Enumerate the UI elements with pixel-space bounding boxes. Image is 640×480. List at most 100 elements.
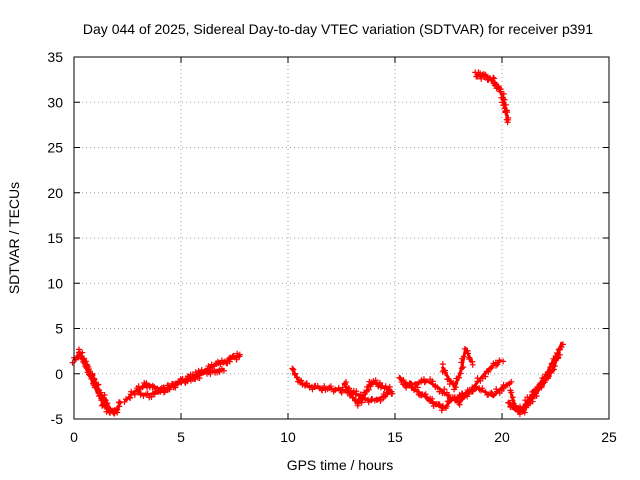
data-point	[178, 377, 185, 384]
data-point	[438, 407, 445, 414]
data-point	[137, 391, 144, 398]
data-point	[520, 403, 527, 410]
x-tick-label: 20	[494, 429, 510, 445]
data-point	[403, 384, 410, 391]
y-axis-label: SDTVAR / TECUs	[6, 182, 22, 294]
data-point	[429, 395, 436, 402]
data-point	[368, 381, 375, 388]
data-point	[95, 381, 102, 388]
data-point	[396, 374, 403, 381]
series-arc-9	[439, 345, 476, 393]
data-point	[490, 392, 497, 399]
data-point	[158, 384, 165, 391]
data-point	[347, 387, 354, 394]
data-point	[456, 398, 463, 405]
data-point	[358, 399, 365, 406]
data-point	[354, 400, 361, 407]
data-point	[494, 361, 501, 368]
data-point	[364, 383, 371, 390]
data-point	[161, 385, 168, 392]
x-tick-label: 5	[177, 429, 185, 445]
series-arc-11	[507, 346, 564, 415]
data-point	[192, 369, 199, 376]
data-point	[489, 390, 496, 397]
series-arc-12	[472, 69, 512, 126]
data-point	[85, 366, 92, 373]
y-tick-label: 25	[47, 140, 63, 156]
data-point	[455, 374, 462, 381]
data-point	[446, 381, 453, 388]
data-point	[551, 356, 558, 363]
data-point	[469, 384, 476, 391]
data-point	[422, 378, 429, 385]
data-point	[382, 393, 389, 400]
data-point	[553, 353, 560, 360]
data-point	[457, 370, 464, 377]
data-point	[458, 359, 465, 366]
data-point	[516, 411, 523, 418]
data-point	[104, 400, 111, 407]
data-point	[128, 388, 135, 395]
data-point	[309, 386, 316, 393]
x-tick-label: 15	[387, 429, 403, 445]
x-tick-label: 25	[601, 429, 617, 445]
data-point	[413, 381, 420, 388]
data-point	[135, 388, 142, 395]
data-point	[460, 364, 467, 371]
data-point	[187, 377, 194, 384]
data-point	[164, 382, 171, 389]
data-point	[485, 368, 492, 375]
data-point	[105, 406, 112, 413]
data-point	[418, 377, 425, 384]
data-point	[559, 341, 566, 348]
data-point	[289, 365, 296, 372]
data-point	[443, 403, 450, 410]
data-point	[491, 79, 498, 86]
y-tick-label: 30	[47, 94, 63, 110]
data-point	[192, 375, 199, 382]
y-tick-label: 10	[47, 275, 63, 291]
data-point	[452, 384, 459, 391]
data-point	[474, 375, 481, 382]
data-point	[500, 90, 507, 97]
data-point	[422, 391, 429, 398]
data-point	[496, 357, 503, 364]
data-point	[321, 383, 328, 390]
data-point	[114, 406, 121, 413]
data-point	[361, 389, 368, 396]
data-point	[165, 386, 172, 393]
data-point	[76, 352, 83, 359]
data-point	[131, 390, 138, 397]
data-point	[186, 374, 193, 381]
data-point	[75, 346, 82, 353]
data-point	[497, 88, 504, 95]
y-tick-label: 20	[47, 185, 63, 201]
data-point	[472, 383, 479, 390]
data-point	[172, 384, 179, 391]
data-point	[144, 390, 151, 397]
series-arc-5	[289, 365, 396, 406]
data-point	[123, 396, 130, 403]
data-point	[382, 383, 389, 390]
data-point	[90, 375, 97, 382]
data-point	[465, 350, 472, 357]
data-point	[220, 367, 227, 374]
data-point	[290, 366, 297, 373]
axis-ticks: 0 5 10 15 20 25 -5 0 5 10 15 20 25 30 35	[47, 49, 617, 445]
data-point	[236, 351, 243, 358]
series-arc-7	[396, 374, 515, 414]
data-point	[434, 384, 441, 391]
data-point	[429, 378, 436, 385]
data-point	[217, 361, 224, 368]
data-point	[544, 372, 551, 379]
series-arc-6	[341, 377, 393, 409]
data-point	[338, 389, 345, 396]
data-point	[97, 389, 104, 396]
y-tick-label: 0	[55, 366, 63, 382]
data-point	[555, 346, 562, 353]
data-point	[460, 353, 467, 360]
data-point	[341, 380, 348, 387]
data-point	[547, 366, 554, 373]
series-arc-4	[135, 365, 227, 401]
